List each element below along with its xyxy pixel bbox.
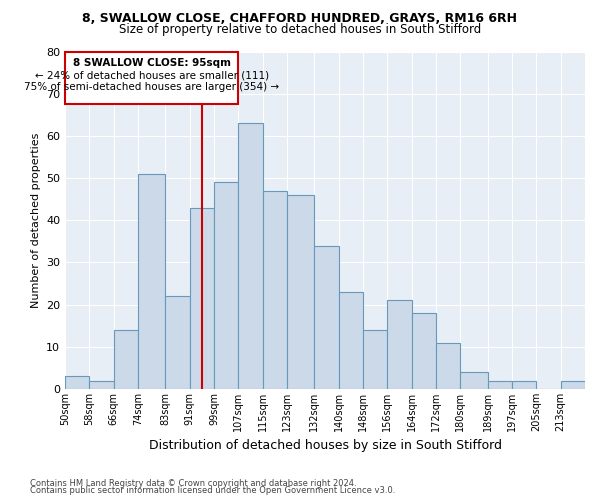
Bar (488, 380, 512, 389)
Text: 75% of semi-detached houses are larger (354) →: 75% of semi-detached houses are larger (… (24, 82, 279, 92)
Bar (339, 292, 363, 389)
X-axis label: Distribution of detached houses by size in South Stifford: Distribution of detached houses by size … (149, 440, 502, 452)
Bar (314, 246, 339, 389)
Bar (512, 380, 536, 389)
Y-axis label: Number of detached properties: Number of detached properties (31, 132, 41, 308)
Bar (238, 123, 263, 389)
Bar (263, 190, 287, 389)
Text: Contains public sector information licensed under the Open Government Licence v3: Contains public sector information licen… (30, 486, 395, 495)
Bar (114, 330, 138, 389)
Bar (89, 380, 114, 389)
Bar (412, 313, 436, 389)
Text: ← 24% of detached houses are smaller (111): ← 24% of detached houses are smaller (11… (35, 70, 269, 80)
Bar (560, 380, 585, 389)
Bar (363, 330, 388, 389)
Bar (460, 372, 488, 389)
Bar (214, 182, 238, 389)
FancyBboxPatch shape (65, 52, 238, 104)
Text: Size of property relative to detached houses in South Stifford: Size of property relative to detached ho… (119, 22, 481, 36)
Bar (388, 300, 412, 389)
Bar (65, 376, 89, 389)
Bar (166, 296, 190, 389)
Text: Contains HM Land Registry data © Crown copyright and database right 2024.: Contains HM Land Registry data © Crown c… (30, 478, 356, 488)
Text: 8, SWALLOW CLOSE, CHAFFORD HUNDRED, GRAYS, RM16 6RH: 8, SWALLOW CLOSE, CHAFFORD HUNDRED, GRAY… (83, 12, 517, 26)
Bar (436, 342, 460, 389)
Text: 8 SWALLOW CLOSE: 95sqm: 8 SWALLOW CLOSE: 95sqm (73, 58, 231, 68)
Bar (287, 195, 314, 389)
Bar (190, 208, 214, 389)
Title: 8, SWALLOW CLOSE, CHAFFORD HUNDRED, GRAYS, RM16 6RH
Size of property relative to: 8, SWALLOW CLOSE, CHAFFORD HUNDRED, GRAY… (0, 499, 1, 500)
Bar (138, 174, 166, 389)
